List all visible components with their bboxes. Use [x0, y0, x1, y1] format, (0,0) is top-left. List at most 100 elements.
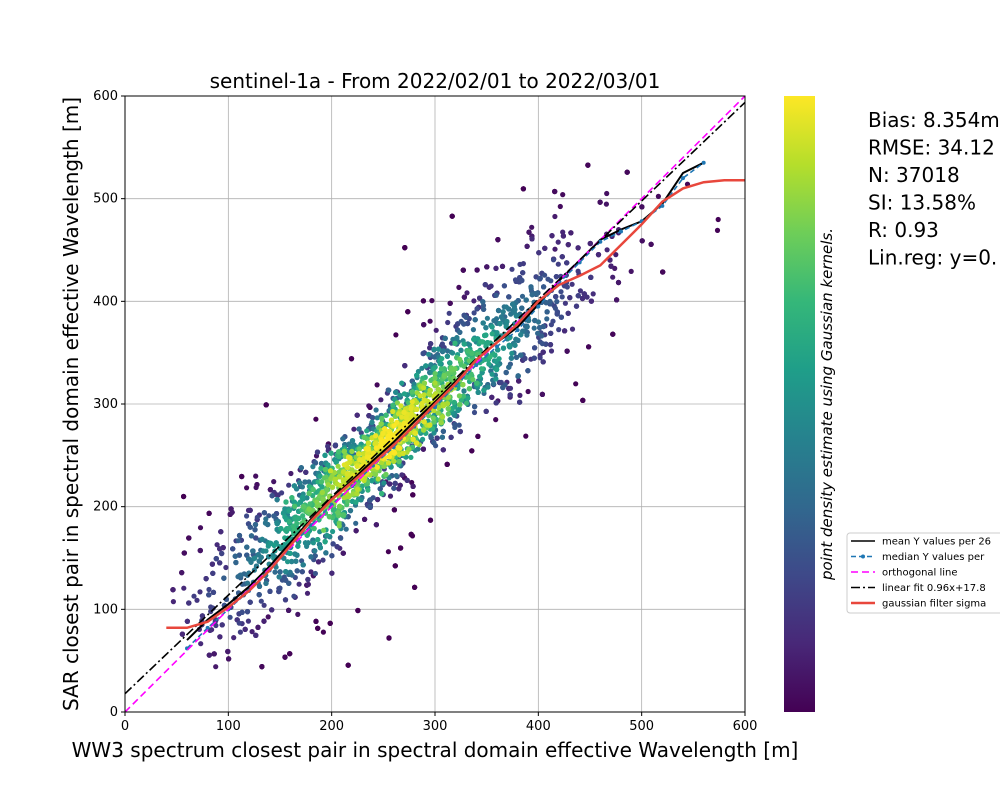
scatter-point: [238, 572, 244, 578]
scatter-point: [440, 428, 446, 434]
scatter-point: [373, 407, 379, 413]
scatter-point: [573, 381, 579, 387]
scatter-point: [386, 635, 392, 641]
scatter-point: [560, 233, 567, 239]
scatter-point: [419, 400, 425, 406]
scatter-point: [261, 510, 267, 516]
scatter-point: [370, 415, 376, 421]
scatter-point: [588, 298, 595, 304]
scatter-point: [466, 386, 472, 392]
scatter-point: [535, 330, 541, 336]
scatter-point: [427, 517, 434, 523]
scatter-point: [298, 465, 304, 471]
scatter-point: [239, 473, 245, 480]
scatter-point: [450, 336, 456, 343]
scatter-point: [560, 192, 566, 198]
scatter-point: [410, 483, 416, 489]
scatter-point: [482, 332, 488, 339]
scatter-point: [552, 213, 558, 220]
scatter-point: [613, 252, 619, 258]
scatter-point: [503, 369, 509, 376]
scatter-point: [206, 586, 212, 593]
scatter-point: [267, 588, 273, 595]
scatter-point: [393, 389, 399, 395]
scatter-point: [504, 319, 510, 325]
scatter-point: [283, 499, 289, 505]
scatter-point: [537, 355, 543, 361]
scatter-point: [427, 387, 433, 393]
scatter-point: [396, 486, 402, 492]
scatter-point: [435, 386, 441, 393]
scatter-point: [203, 576, 209, 582]
scatter-point: [330, 541, 336, 547]
scatter-point: [287, 651, 293, 657]
scatter-point: [550, 257, 557, 263]
scatter-point: [297, 480, 303, 486]
scatter-point: [364, 428, 370, 434]
scatter-point: [528, 284, 534, 290]
scatter-point: [421, 322, 427, 328]
scatter-point: [278, 526, 284, 532]
scatter-point: [327, 468, 334, 474]
scatter-point: [519, 293, 526, 299]
scatter-point: [586, 344, 592, 350]
scatter-point: [493, 400, 499, 406]
scatter-point: [348, 356, 355, 362]
scatter-point: [353, 499, 359, 505]
scatter-point: [595, 252, 602, 258]
scatter-point: [338, 535, 344, 541]
scatter-point: [423, 363, 429, 369]
scatter-point: [312, 570, 318, 577]
scatter-point: [451, 399, 457, 406]
scatter-point: [496, 356, 502, 362]
scatter-point: [491, 318, 497, 324]
scatter-point: [558, 289, 564, 295]
scatter-point: [244, 552, 250, 558]
scatter-point: [302, 479, 308, 485]
scatter-point: [206, 510, 212, 516]
scatter-point: [170, 599, 176, 605]
scatter-point: [564, 260, 570, 266]
scatter-point: [431, 430, 437, 436]
scatter-point: [211, 651, 217, 657]
scatter-point: [330, 507, 337, 513]
scatter-point: [513, 354, 520, 360]
scatter-point: [648, 241, 654, 247]
scatter-point: [258, 598, 264, 604]
scatter-point: [308, 554, 314, 560]
scatter-point: [197, 589, 203, 595]
scatter-point: [217, 634, 223, 640]
scatter-point: [482, 282, 488, 288]
scatter-point: [474, 380, 480, 386]
scatter-point: [523, 297, 529, 303]
scatter-point: [517, 399, 523, 405]
scatter-point: [536, 250, 542, 256]
scatter-point: [385, 549, 391, 555]
scatter-point: [430, 415, 436, 421]
scatter-point: [365, 440, 371, 446]
scatter-point: [181, 550, 187, 556]
scatter-point: [612, 265, 618, 271]
scatter-point: [479, 339, 485, 345]
scatter-point: [210, 570, 216, 576]
scatter-point: [319, 489, 325, 496]
scatter-point: [435, 410, 441, 416]
scatter-point: [274, 521, 280, 527]
scatter-point: [421, 427, 427, 433]
scatter-point: [562, 300, 569, 306]
scatter-point: [269, 493, 275, 499]
scatter-point: [506, 294, 512, 300]
scatter-point: [381, 480, 387, 486]
scatter-point: [206, 652, 212, 658]
scatter-point: [349, 448, 355, 454]
scatter-point: [525, 368, 531, 374]
scatter-point: [286, 482, 292, 488]
scatter-point: [274, 497, 280, 503]
scatter-point: [282, 597, 289, 603]
scatter-point: [392, 563, 398, 569]
scatter-point: [471, 298, 477, 304]
scatter-point: [351, 426, 357, 432]
scatter-point: [330, 528, 336, 535]
scatter-point: [345, 662, 351, 668]
scatter-point: [374, 415, 380, 421]
